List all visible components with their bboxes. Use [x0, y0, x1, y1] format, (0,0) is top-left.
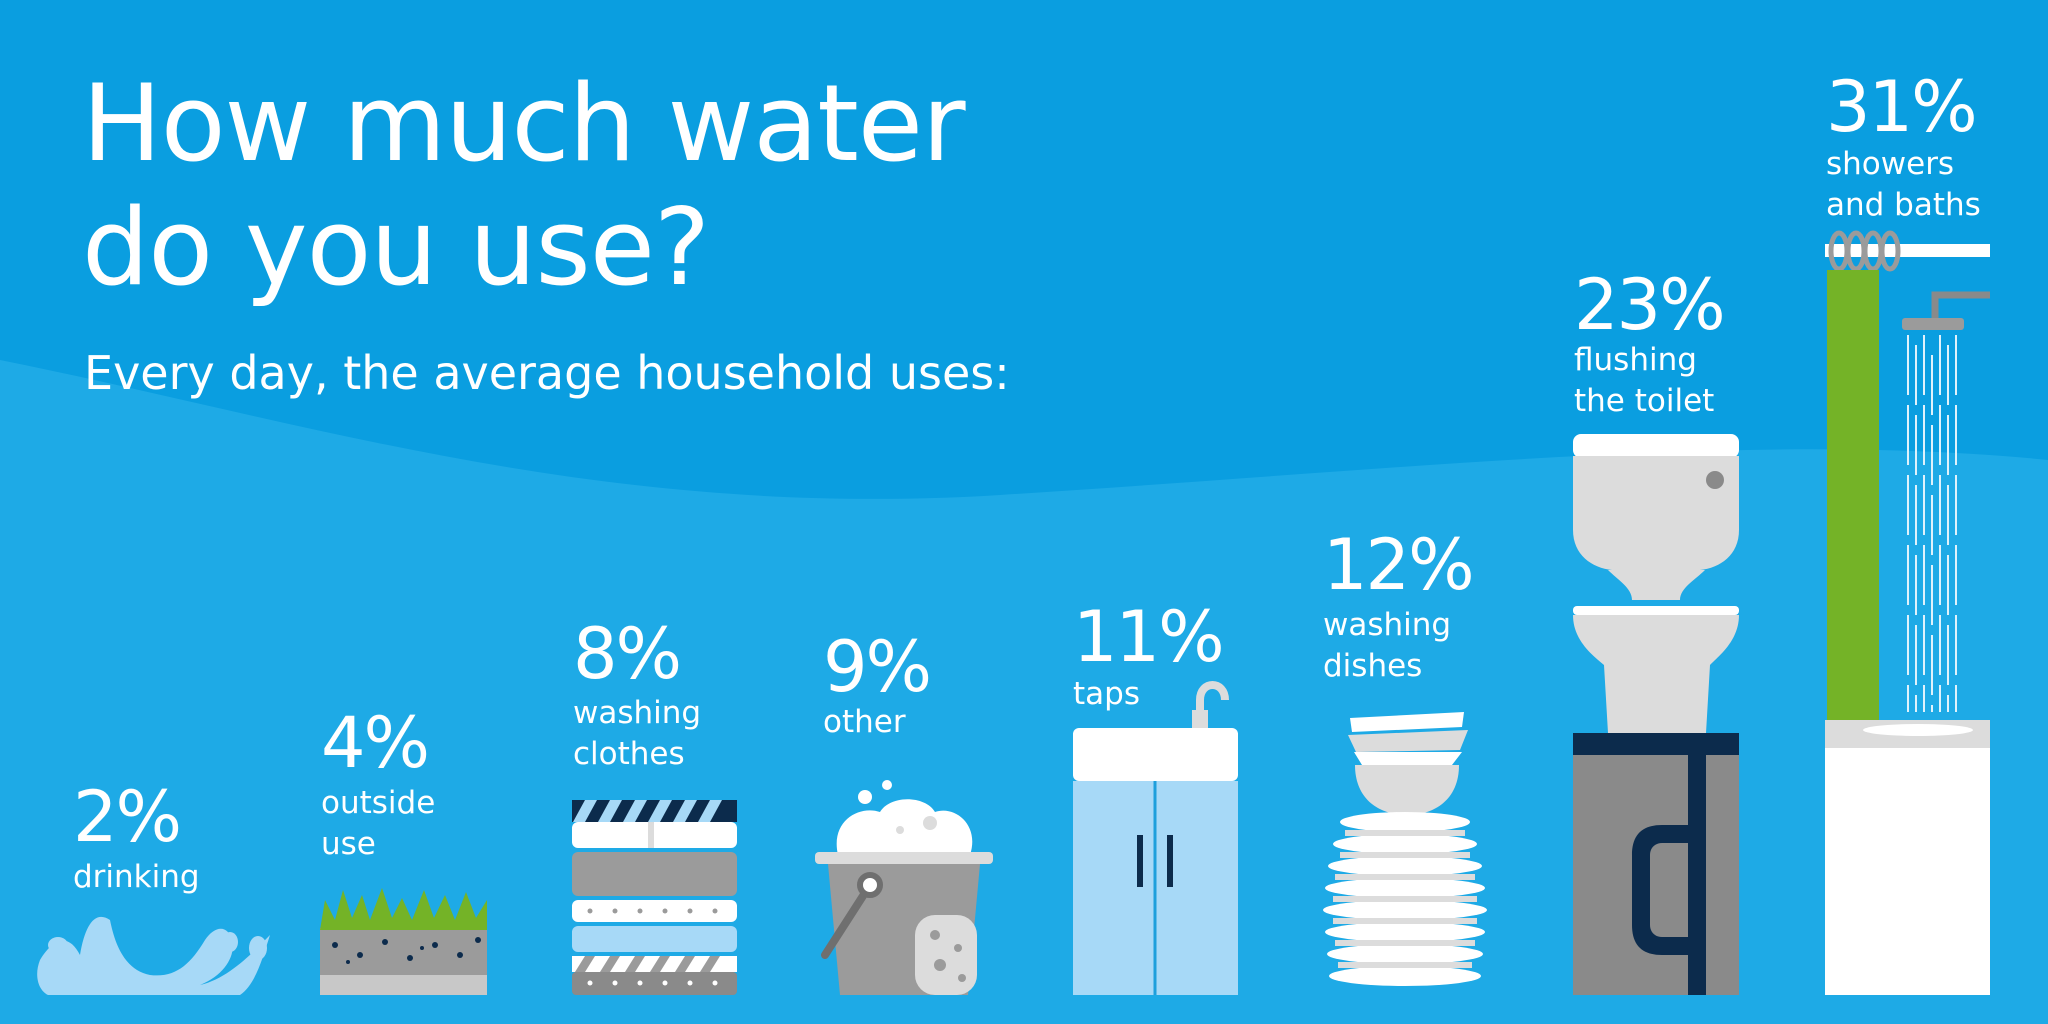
category-label-flushing-toilet: flushing the toilet: [1574, 342, 1715, 419]
value-label-washing-clothes: 8%: [573, 613, 682, 695]
folded-clothes-icon: [572, 800, 737, 995]
value-label-washing-dishes: 12%: [1323, 524, 1475, 606]
toilet-icon: [1573, 434, 1739, 995]
category-label-taps: taps: [1073, 676, 1140, 712]
category-label-outside-use: outside use: [321, 785, 436, 862]
value-label-showers-baths: 31%: [1826, 66, 1978, 148]
category-label-washing-clothes: washing clothes: [573, 695, 702, 772]
sink-cabinet-icon: [1073, 681, 1238, 995]
value-label-other: 9%: [823, 626, 932, 708]
value-label-outside-use: 4%: [321, 702, 430, 784]
value-label-drinking: 2%: [73, 776, 182, 858]
value-label-taps: 11%: [1073, 596, 1225, 678]
bucket-sponge-icon: [815, 780, 993, 995]
grass-soil-icon: [320, 888, 487, 995]
shower-icon: [1825, 230, 1990, 995]
page-subtitle: Every day, the average household uses:: [84, 346, 1010, 400]
category-label-drinking: drinking: [73, 859, 200, 895]
category-label-showers-baths: showers and baths: [1826, 146, 1981, 223]
value-label-flushing-toilet: 23%: [1574, 264, 1726, 346]
category-label-washing-dishes: washing dishes: [1323, 607, 1452, 684]
dish-stack-icon: [1323, 712, 1487, 986]
title-line-1: How much water: [82, 62, 966, 185]
page-title: How much water do you use?: [82, 62, 966, 310]
category-label-other: other: [823, 704, 906, 740]
water-splash-icon: [37, 916, 270, 995]
title-line-2: do you use?: [82, 186, 710, 309]
